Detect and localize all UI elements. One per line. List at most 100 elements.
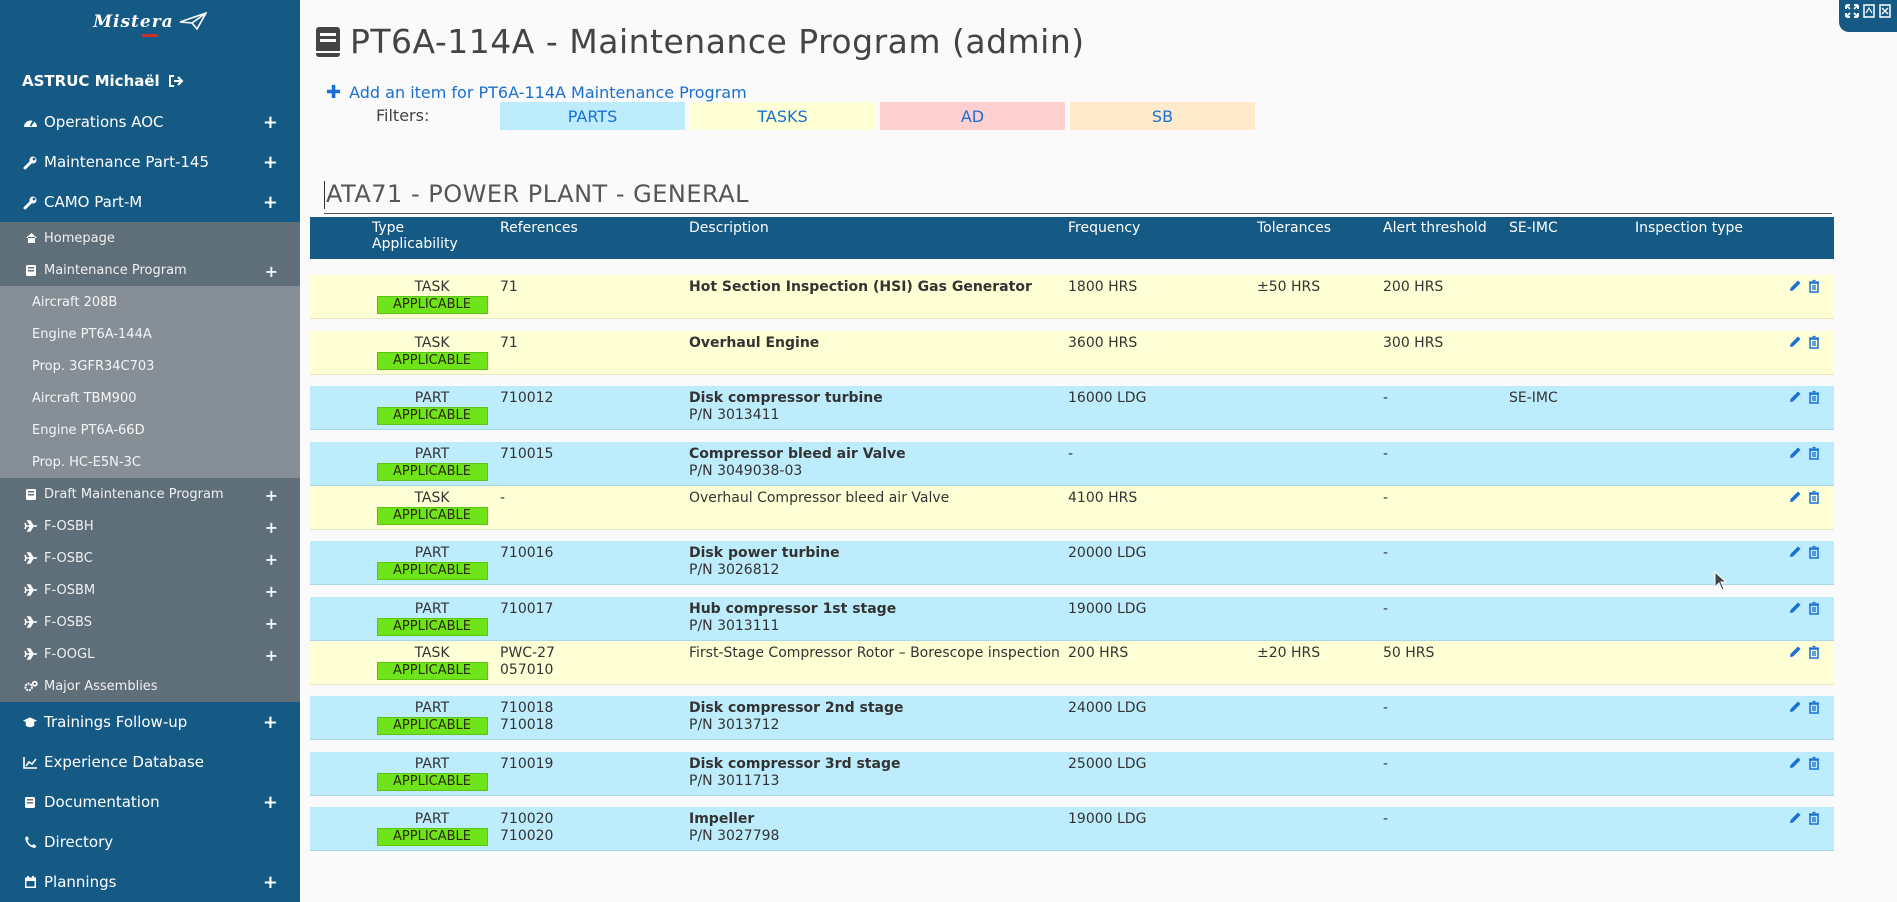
edit-icon[interactable] xyxy=(1788,811,1802,830)
cell-description: Disk power turbine P/N 3026812 xyxy=(685,541,1064,585)
sidebar-subitem-major-assemblies[interactable]: Major Assemblies xyxy=(0,670,300,702)
expand-plus-icon[interactable]: + xyxy=(262,712,278,733)
trash-icon[interactable] xyxy=(1808,700,1820,719)
trash-icon[interactable] xyxy=(1808,601,1820,620)
trash-icon[interactable] xyxy=(1808,279,1820,298)
sidebar: Mistera ASTRUC Michaël Operations AOC + Ma… xyxy=(0,0,300,902)
program-item-aircraft-tbm900[interactable]: Aircraft TBM900 xyxy=(0,382,300,414)
sidebar-subitem-f-osbm[interactable]: F-OSBM + xyxy=(0,574,300,606)
edit-icon[interactable] xyxy=(1788,601,1802,620)
row-spacer-cell xyxy=(310,319,1834,331)
row-spacer xyxy=(310,319,1834,331)
sidebar-item-trainings-follow-up[interactable]: Trainings Follow-up + xyxy=(0,702,300,742)
expand-plus-icon[interactable]: + xyxy=(264,550,278,569)
trash-icon[interactable] xyxy=(1808,545,1820,564)
cell-inspection-actions xyxy=(1631,751,1834,796)
col-spacer xyxy=(310,217,368,259)
trash-icon[interactable] xyxy=(1808,490,1820,509)
sidebar-item-label: Experience Database xyxy=(44,753,204,771)
filter-sb[interactable]: SB xyxy=(1070,102,1255,130)
cell-tolerances xyxy=(1253,596,1379,641)
expand-plus-icon[interactable]: + xyxy=(262,872,278,893)
applicable-badge: APPLICABLE xyxy=(376,717,488,735)
expand-plus-icon[interactable]: + xyxy=(262,792,278,813)
expand-plus-icon[interactable]: + xyxy=(264,582,278,601)
cell-frequency: 4100 HRS xyxy=(1064,485,1253,530)
sidebar-subitem-f-osbh[interactable]: F-OSBH + xyxy=(0,510,300,542)
expand-plus-icon[interactable]: + xyxy=(262,152,278,173)
trash-icon[interactable] xyxy=(1808,446,1820,465)
expand-plus-icon[interactable]: + xyxy=(264,646,278,665)
cell-type: PART APPLICABLE xyxy=(368,441,496,486)
table-row[interactable]: PART APPLICABLE 710015 Compressor bleed air… xyxy=(310,441,1834,486)
pdf-icon[interactable] xyxy=(1863,4,1875,18)
edit-icon[interactable] xyxy=(1788,335,1802,354)
app-logo[interactable]: Mistera xyxy=(0,0,300,60)
expand-plus-icon[interactable]: + xyxy=(262,192,278,213)
sidebar-subitem-draft-maintenance-program[interactable]: Draft Maintenance Program + xyxy=(0,478,300,510)
expand-plus-icon[interactable]: + xyxy=(264,486,278,505)
sidebar-item-camo-part-m[interactable]: CAMO Part-M + xyxy=(0,182,300,222)
sidebar-subitem-f-osbc[interactable]: F-OSBC + xyxy=(0,542,300,574)
program-item-engine-pt6a-66d[interactable]: Engine PT6A-66D xyxy=(0,414,300,446)
table-row[interactable]: TASK APPLICABLE PWC-27 057010 First-Stage Co… xyxy=(310,640,1834,685)
add-item-label: Add an item for PT6A-114A Maintenance Pr… xyxy=(349,83,747,102)
cell-description: Overhaul Engine xyxy=(685,330,1064,375)
cell-seimc xyxy=(1505,807,1631,851)
edit-icon[interactable] xyxy=(1788,279,1802,298)
sidebar-item-experience-database[interactable]: Experience Database xyxy=(0,742,300,782)
sidebar-item-documentation[interactable]: Documentation + xyxy=(0,782,300,822)
cell-references: PWC-27 057010 xyxy=(496,640,685,685)
table-row[interactable]: PART APPLICABLE 710018 710018 Disk compresso… xyxy=(310,696,1834,740)
program-item-engine-pt6a-144a[interactable]: Engine PT6A-144A xyxy=(0,318,300,350)
trash-icon[interactable] xyxy=(1808,645,1820,664)
program-item-aircraft-208b[interactable]: Aircraft 208B xyxy=(0,286,300,318)
sidebar-subitem-homepage[interactable]: Homepage xyxy=(0,222,300,254)
col-inspection: Inspection type xyxy=(1631,217,1834,259)
table-row[interactable]: PART APPLICABLE 710017 Hub compressor 1st s… xyxy=(310,596,1834,641)
table-row[interactable]: TASK APPLICABLE 71 Overhaul Engine 3600 HRS 3… xyxy=(310,330,1834,375)
cell-seimc xyxy=(1505,275,1631,319)
sidebar-item-maintenance-part-145[interactable]: Maintenance Part-145 + xyxy=(0,142,300,182)
filter-ad[interactable]: AD xyxy=(880,102,1065,130)
excel-icon[interactable] xyxy=(1879,4,1891,18)
edit-icon[interactable] xyxy=(1788,545,1802,564)
edit-icon[interactable] xyxy=(1788,756,1802,775)
edit-icon[interactable] xyxy=(1788,490,1802,509)
sidebar-item-operations-aoc[interactable]: Operations AOC + xyxy=(0,102,300,142)
filter-parts[interactable]: PARTS xyxy=(500,102,685,130)
table-row[interactable]: PART APPLICABLE 710012 Disk compressor turb… xyxy=(310,386,1834,430)
program-item-prop-hc-e5n-3c[interactable]: Prop. HC-E5N-3C xyxy=(0,446,300,478)
expand-plus-icon[interactable]: + xyxy=(264,518,278,537)
cell-tolerances xyxy=(1253,751,1379,796)
expand-plus-icon[interactable]: + xyxy=(262,112,278,133)
program-item-label: Engine PT6A-144A xyxy=(32,326,152,342)
sidebar-item-plannings[interactable]: Plannings + xyxy=(0,862,300,902)
trash-icon[interactable] xyxy=(1808,756,1820,775)
trash-icon[interactable] xyxy=(1808,335,1820,354)
edit-icon[interactable] xyxy=(1788,390,1802,409)
table-row[interactable]: TASK APPLICABLE 71 Hot Section Inspection (… xyxy=(310,275,1834,319)
table-row[interactable]: TASK APPLICABLE - Overhaul Compressor bleed… xyxy=(310,485,1834,530)
sidebar-subitem-maintenance-program[interactable]: Maintenance Program + xyxy=(0,254,300,286)
table-row[interactable]: PART APPLICABLE 710020 710020 Impeller P/N 30… xyxy=(310,807,1834,851)
trash-icon[interactable] xyxy=(1808,390,1820,409)
user-name[interactable]: ASTRUC Michaël xyxy=(0,60,300,102)
cell-spacer xyxy=(310,541,368,585)
table-row[interactable]: PART APPLICABLE 710019 Disk compressor 3rd … xyxy=(310,751,1834,796)
edit-icon[interactable] xyxy=(1788,446,1802,465)
edit-icon[interactable] xyxy=(1788,700,1802,719)
filter-tasks[interactable]: TASKS xyxy=(690,102,875,130)
sidebar-subitem-f-osbs[interactable]: F-OSBS + xyxy=(0,606,300,638)
trash-icon[interactable] xyxy=(1808,811,1820,830)
edit-icon[interactable] xyxy=(1788,645,1802,664)
expand-plus-icon[interactable]: + xyxy=(264,614,278,633)
table-row[interactable]: PART APPLICABLE 710016 Disk power turbine P/… xyxy=(310,541,1834,585)
sidebar-item-directory[interactable]: Directory xyxy=(0,822,300,862)
expand-plus-icon[interactable]: + xyxy=(264,262,278,281)
sidebar-subitem-f-oogl[interactable]: F-OOGL + xyxy=(0,638,300,670)
fullscreen-icon[interactable] xyxy=(1845,4,1859,18)
logout-icon[interactable] xyxy=(168,74,184,88)
program-item-prop-3gfr34c703[interactable]: Prop. 3GFR34C703 xyxy=(0,350,300,382)
add-item-link[interactable]: ✚ Add an item for PT6A-114A Maintenance … xyxy=(326,82,747,103)
